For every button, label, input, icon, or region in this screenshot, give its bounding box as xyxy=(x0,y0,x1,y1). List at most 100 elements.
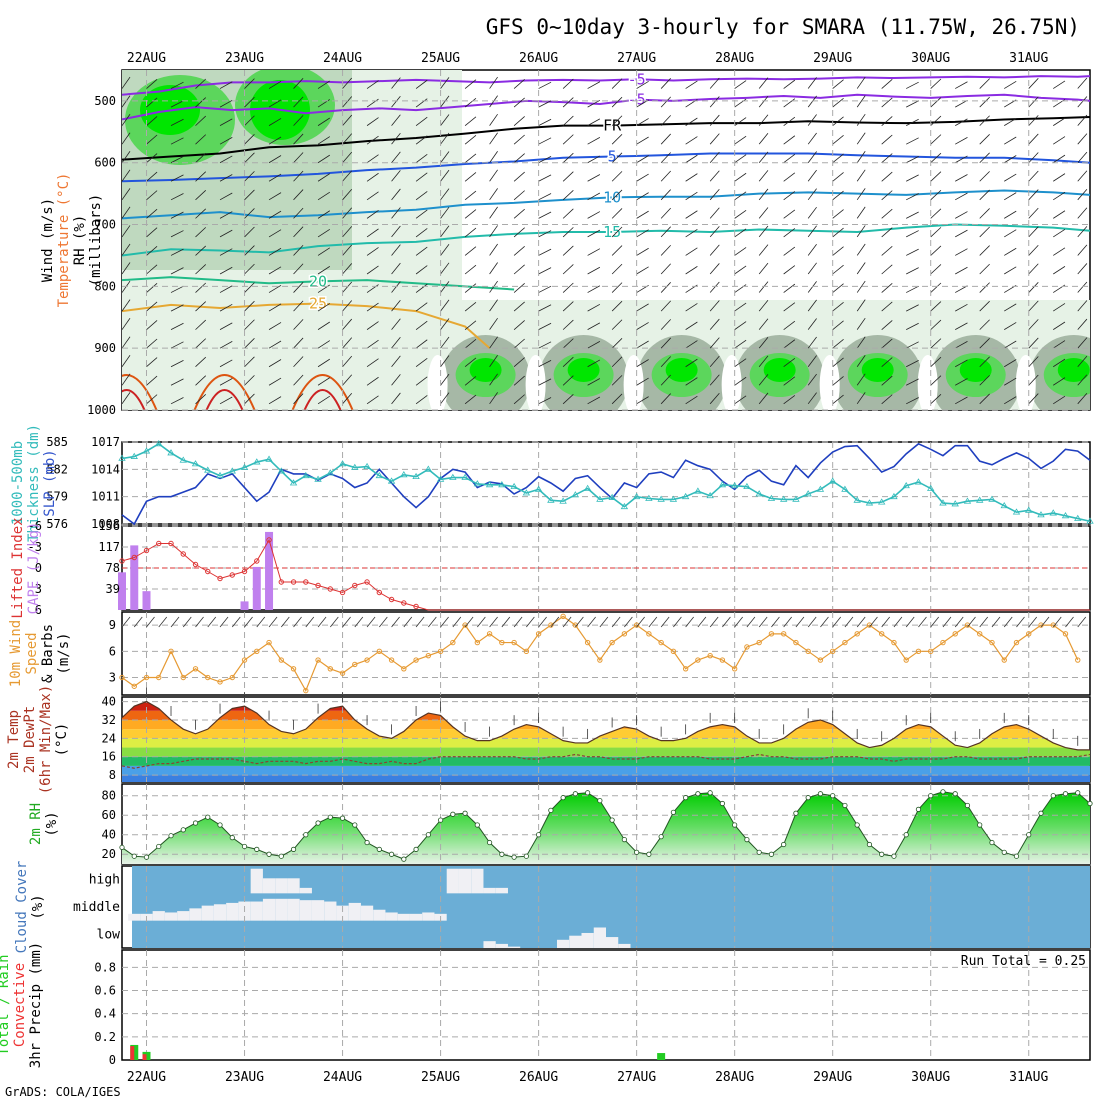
wind-speed-point xyxy=(315,657,321,663)
wind-barb xyxy=(170,100,184,108)
wind-barb xyxy=(587,229,601,238)
rh-point xyxy=(192,820,199,826)
wind-barb xyxy=(440,151,450,163)
wind-barb xyxy=(342,337,353,349)
rh-point xyxy=(646,851,652,857)
wind-barb xyxy=(268,322,282,330)
axis-title: RH (%) xyxy=(72,215,88,266)
wind-speed-point xyxy=(229,674,235,681)
wind-barb xyxy=(832,357,844,368)
wind-barb xyxy=(611,152,623,164)
thickness-point xyxy=(1012,508,1021,515)
wind-barb xyxy=(342,355,353,367)
surface-wind-barb xyxy=(905,616,915,628)
wind-speed-point xyxy=(1026,631,1032,637)
isotherm-label: 10 xyxy=(603,188,621,206)
surface-wind-barb xyxy=(329,616,339,628)
rh-region xyxy=(567,358,600,382)
axis-title: Thickness (dm) xyxy=(26,424,42,542)
wind-barb xyxy=(513,375,525,386)
wind-barb xyxy=(562,338,574,349)
wind-barb xyxy=(906,322,919,330)
lifted-index-point xyxy=(205,568,211,575)
surface-wind-barb xyxy=(1003,616,1013,628)
wind-barb xyxy=(489,225,498,238)
wind-barb xyxy=(195,356,207,368)
wind-barb xyxy=(464,116,477,126)
rh-region xyxy=(721,355,742,410)
wind-barb xyxy=(1077,392,1088,405)
wind-barb xyxy=(1077,244,1088,256)
rh2m-panel: 20 40 60 80 2m RH (%) xyxy=(28,783,1093,865)
wind-barb xyxy=(1004,303,1017,312)
wind-barb xyxy=(195,134,207,145)
wind-barb xyxy=(170,81,184,89)
wind-barb xyxy=(856,113,866,126)
wind-barb xyxy=(146,153,158,164)
thickness-point xyxy=(694,487,702,494)
wind-barb xyxy=(758,244,769,256)
wind-barb xyxy=(342,318,353,330)
wind-barb xyxy=(170,118,184,126)
cloud-bar xyxy=(373,909,386,921)
cloud-bar xyxy=(152,911,165,921)
wind-barb xyxy=(1077,226,1088,238)
wind-barb xyxy=(391,188,401,201)
wind-barb xyxy=(1077,374,1088,386)
wind-barb xyxy=(807,299,817,312)
thickness-point xyxy=(400,471,408,478)
wind-barb xyxy=(758,151,769,163)
wind-barb xyxy=(513,208,525,219)
surface-wind-barb xyxy=(930,616,940,628)
wind-barb xyxy=(146,97,158,108)
wind-barb xyxy=(146,190,158,201)
lifted-index-point xyxy=(168,540,174,547)
wind-barb xyxy=(464,339,477,349)
wind-speed-point xyxy=(829,648,836,655)
wind-barb xyxy=(832,376,844,386)
surface-wind-barb xyxy=(979,616,989,628)
wind-barb xyxy=(342,96,353,108)
y-tick-label: 1000 xyxy=(87,403,116,417)
wind-barb xyxy=(1053,340,1066,349)
wind-barb xyxy=(807,244,817,256)
thickness-point xyxy=(890,492,898,500)
surface-wind-barb xyxy=(795,616,805,628)
wind-barb xyxy=(366,172,379,182)
wind-barb xyxy=(195,227,207,238)
wind-speed-point xyxy=(952,631,958,637)
wind-barb xyxy=(317,228,331,238)
wind-barb xyxy=(122,132,131,145)
wind-barb xyxy=(1053,136,1066,145)
wind-barb xyxy=(1028,170,1039,182)
wind-barb xyxy=(906,378,919,386)
wind-barb xyxy=(955,192,968,201)
thickness-point xyxy=(755,490,763,497)
wind-barb xyxy=(734,228,747,238)
cloud-bar xyxy=(458,868,472,894)
y-tick-label: 585 xyxy=(46,435,68,449)
wind-barb xyxy=(881,245,893,256)
surface-wind-barb xyxy=(1016,616,1025,628)
thickness-point xyxy=(730,481,739,489)
wind-barb xyxy=(709,96,720,108)
wind-barb xyxy=(807,114,817,126)
thickness-point xyxy=(1074,514,1082,521)
lifted-index-point xyxy=(143,547,150,554)
lifted-index-point xyxy=(388,596,395,603)
thickness-point xyxy=(510,482,518,490)
date-label-top: 27AUG xyxy=(617,51,656,66)
wind-barb xyxy=(317,321,331,330)
axis-title: Total / Rain xyxy=(0,954,12,1055)
wind-barb xyxy=(1077,300,1088,312)
wind-barb xyxy=(955,285,968,293)
wind-barb xyxy=(268,192,282,201)
isotherm-line xyxy=(122,276,515,291)
rh-point xyxy=(352,822,358,828)
wind-barb xyxy=(1077,151,1088,163)
wind-barb xyxy=(709,207,720,219)
y-tick-label: 1011 xyxy=(91,490,120,504)
temp-contour xyxy=(122,389,146,410)
thickness-point xyxy=(179,456,187,463)
